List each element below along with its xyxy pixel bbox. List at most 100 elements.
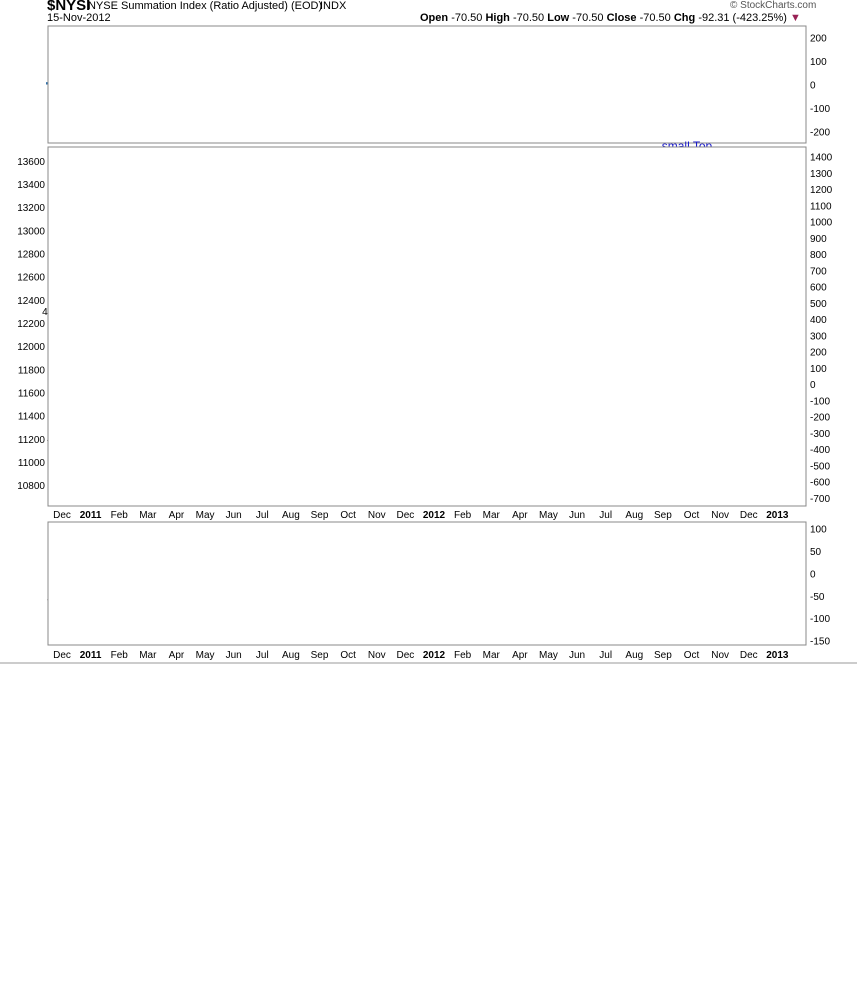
- macd-tick-label: -100: [810, 104, 830, 115]
- nymo-x-tick-label: Jun: [226, 650, 242, 661]
- right-tick-label: 500: [810, 299, 827, 310]
- close-value: -70.50: [639, 12, 671, 24]
- main-x-tick-label: Oct: [684, 510, 700, 521]
- chg-label: Chg: [673, 12, 696, 24]
- close-label: Close: [606, 12, 637, 24]
- left-tick-label: 12000: [17, 342, 45, 353]
- right-tick-label: -200: [810, 413, 830, 424]
- main-x-tick-label: Apr: [512, 510, 528, 521]
- nymo-tick-label: 100: [810, 525, 827, 536]
- right-tick-label: 100: [810, 364, 827, 375]
- open-label: Open: [420, 12, 449, 24]
- dropdown-caret-icon[interactable]: ▼: [790, 12, 801, 24]
- right-tick-label: 1400: [810, 153, 833, 164]
- nymo-x-tick-label: May: [539, 650, 558, 661]
- macd-tick-label: 0: [810, 81, 816, 92]
- nymo-x-tick-label: Dec: [396, 650, 414, 661]
- nymo-x-tick-label: 2011: [80, 650, 102, 661]
- left-tick-label: 11000: [18, 458, 46, 469]
- nymo-x-tick-label: 2012: [423, 650, 446, 661]
- nymo-x-tick-label: Mar: [483, 650, 501, 661]
- nymo-tick-label: 0: [810, 569, 816, 580]
- main-x-tick-label: Apr: [169, 510, 185, 521]
- chg-value: -92.31 (-423.25%): [698, 12, 787, 24]
- right-tick-label: 1300: [810, 169, 833, 180]
- nymo-x-tick-label: Jun: [569, 650, 585, 661]
- main-x-tick-label: Nov: [711, 510, 729, 521]
- nymo-x-tick-label: 2013: [766, 650, 789, 661]
- main-x-tick-label: Jul: [256, 510, 269, 521]
- main-x-tick-label: May: [539, 510, 558, 521]
- ohlc-readout: Open -70.50 High -70.50 Low -70.50 Close…: [420, 12, 801, 24]
- right-tick-label: 700: [810, 266, 827, 277]
- main-x-tick-label: Sep: [654, 510, 672, 521]
- nymo-x-tick-label: Dec: [740, 650, 758, 661]
- nymo-x-tick-label: Apr: [512, 650, 528, 661]
- left-tick-label: 10800: [17, 481, 45, 492]
- main-x-tick-label: Dec: [740, 510, 758, 521]
- high-label: High: [485, 12, 510, 24]
- left-tick-label: 11600: [18, 389, 46, 400]
- right-tick-label: 900: [810, 234, 827, 245]
- nymo-x-tick-label: Feb: [111, 650, 129, 661]
- chart-date: 15-Nov-2012: [47, 12, 111, 24]
- main-x-tick-label: 2013: [766, 510, 789, 521]
- right-tick-label: 200: [810, 348, 827, 359]
- low-value: -70.50: [572, 12, 604, 24]
- nymo-x-tick-label: Feb: [454, 650, 472, 661]
- left-tick-label: 13200: [17, 203, 45, 214]
- left-tick-label: 11800: [18, 365, 46, 376]
- main-x-tick-label: Jun: [226, 510, 242, 521]
- left-tick-label: 12400: [17, 296, 45, 307]
- index-name: NYSE Summation Index (Ratio Adjusted) (E…: [88, 0, 323, 12]
- exchange-label: INDX: [320, 0, 347, 12]
- macd-tick-label: -200: [810, 127, 830, 138]
- left-tick-label: 12600: [17, 273, 45, 284]
- right-tick-label: 400: [810, 315, 827, 326]
- main-x-tick-label: Feb: [454, 510, 472, 521]
- nymo-x-tick-label: May: [196, 650, 215, 661]
- nymo-tick-label: 50: [810, 547, 822, 558]
- right-tick-label: 0: [810, 380, 816, 391]
- left-tick-label: 11200: [18, 435, 46, 446]
- nymo-x-tick-label: Oct: [340, 650, 356, 661]
- main-x-tick-label: 2012: [423, 510, 446, 521]
- nymo-x-tick-label: Nov: [711, 650, 729, 661]
- right-tick-label: 1200: [810, 185, 833, 196]
- nymo-x-tick-label: Nov: [368, 650, 386, 661]
- high-value: -70.50: [512, 12, 545, 24]
- low-label: Low: [547, 12, 570, 24]
- main-x-tick-label: Aug: [625, 510, 643, 521]
- left-tick-label: 13000: [17, 226, 45, 237]
- main-x-tick-label: Feb: [111, 510, 129, 521]
- main-x-tick-label: Dec: [396, 510, 414, 521]
- macd-frame: [47, 25, 807, 144]
- main-x-tick-label: Jun: [569, 510, 585, 521]
- main-frame: [47, 146, 807, 507]
- nymo-x-tick-label: Aug: [282, 650, 300, 661]
- nymo-x-tick-label: Oct: [684, 650, 700, 661]
- nymo-tick-label: -150: [810, 637, 830, 648]
- nymo-tick-label: -50: [810, 592, 825, 603]
- left-tick-label: 11400: [18, 412, 46, 423]
- right-tick-label: -300: [810, 429, 830, 440]
- right-tick-label: 800: [810, 250, 827, 261]
- main-x-tick-label: May: [196, 510, 215, 521]
- main-x-tick-label: Oct: [340, 510, 356, 521]
- nymo-x-tick-label: Dec: [53, 650, 71, 661]
- main-x-tick-label: Sep: [311, 510, 329, 521]
- right-tick-label: -600: [810, 478, 830, 489]
- main-x-tick-label: Jul: [599, 510, 612, 521]
- main-x-tick-label: 2011: [80, 510, 102, 521]
- macd-tick-label: 200: [810, 34, 827, 45]
- left-tick-label: 13600: [17, 157, 45, 168]
- nymo-x-tick-label: Sep: [311, 650, 329, 661]
- nymo-x-tick-label: Jul: [256, 650, 269, 661]
- main-x-tick-label: Dec: [53, 510, 71, 521]
- symbol-title: $NYSI: [47, 0, 91, 14]
- nymo-x-tick-label: Jul: [599, 650, 612, 661]
- left-tick-label: 13400: [17, 180, 45, 191]
- nymo-frame: [47, 521, 807, 646]
